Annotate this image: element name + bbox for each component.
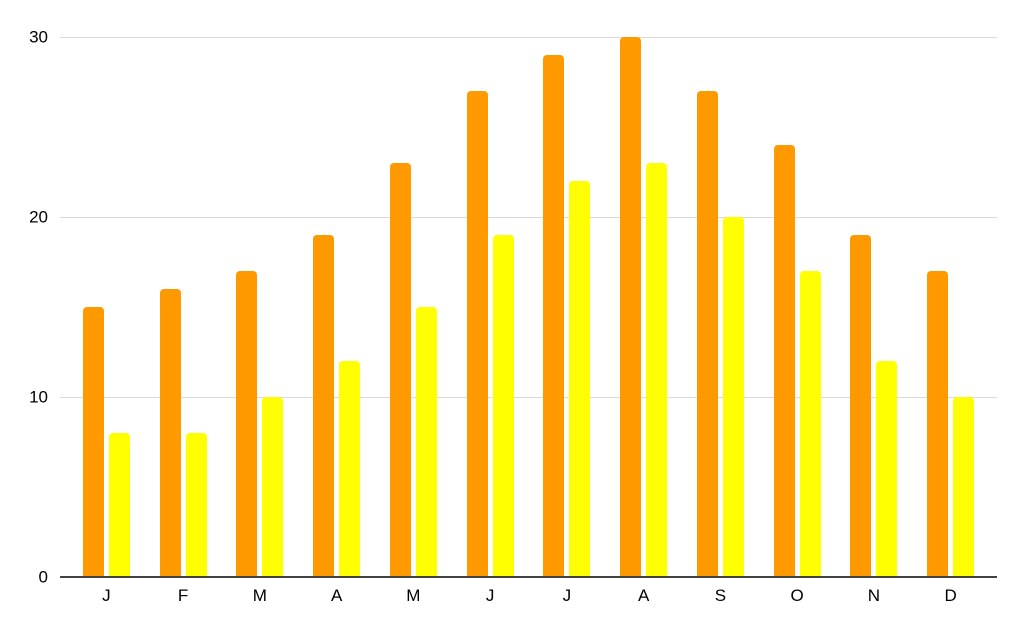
bar-series-1-orange [620,37,642,577]
bar-group [529,37,606,577]
bar-series-2-yellow [185,433,207,577]
bar-group [605,37,682,577]
bar-series-1-orange [236,271,258,577]
bar-series-1-orange [927,271,949,577]
x-axis-line [60,576,997,578]
bar-series-2-yellow [646,163,668,577]
bar-series-2-yellow [876,361,898,577]
bar-series-2-yellow [108,433,130,577]
bar-series-1-orange [82,307,104,577]
bar-series-2-yellow [799,271,821,577]
bar-series-1-orange [313,235,335,577]
bar-series-1-orange [466,91,488,577]
y-axis: 0 10 20 30 [0,29,48,586]
bar-series-1-orange [696,91,718,577]
x-tick-label: S [714,586,727,605]
plot-area [60,37,997,578]
bar-series-2-yellow [569,181,591,577]
bar-group [68,37,145,577]
x-tick-label: J [102,586,111,605]
bar-series-1-orange [159,289,181,577]
x-tick-label: J [485,586,495,605]
x-tick-label: F [177,586,189,605]
x-tick-label: M [252,586,267,605]
x-tick-label: A [637,586,650,605]
bar-series-2-yellow [339,361,361,577]
gridline-20 [60,217,997,218]
bar-series-1-orange [389,163,411,577]
y-tick-label: 10 [29,387,48,407]
bar-group [298,37,375,577]
bar-series-2-yellow [953,397,975,577]
bar-series-1-orange [543,55,565,577]
bar-group [836,37,913,577]
bar-group [222,37,299,577]
bar-series-2-yellow [722,217,744,577]
bar-series-2-yellow [262,397,284,577]
bar-group [375,37,452,577]
bar-series-1-orange [773,145,795,577]
bar-series-2-yellow [492,235,514,577]
y-tick-label: 0 [38,567,48,587]
bar-group [145,37,222,577]
x-tick-label: J [562,586,572,605]
gridline-30 [60,37,997,38]
y-tick-label: 20 [29,207,48,227]
x-tick-label: O [790,586,804,605]
x-tick-label: M [406,586,421,605]
x-tick-label: N [867,586,881,605]
gridline-10 [60,397,997,398]
bar-series-2-yellow [415,307,437,577]
bar-series-1-orange [850,235,872,577]
bar-group [682,37,759,577]
bar-group [759,37,836,577]
x-tick-label: D [944,586,957,605]
bar-group [912,37,989,577]
bar-group [452,37,529,577]
y-tick-label: 30 [29,27,48,47]
bar-groups [60,37,997,577]
x-tick-label: A [330,586,343,605]
